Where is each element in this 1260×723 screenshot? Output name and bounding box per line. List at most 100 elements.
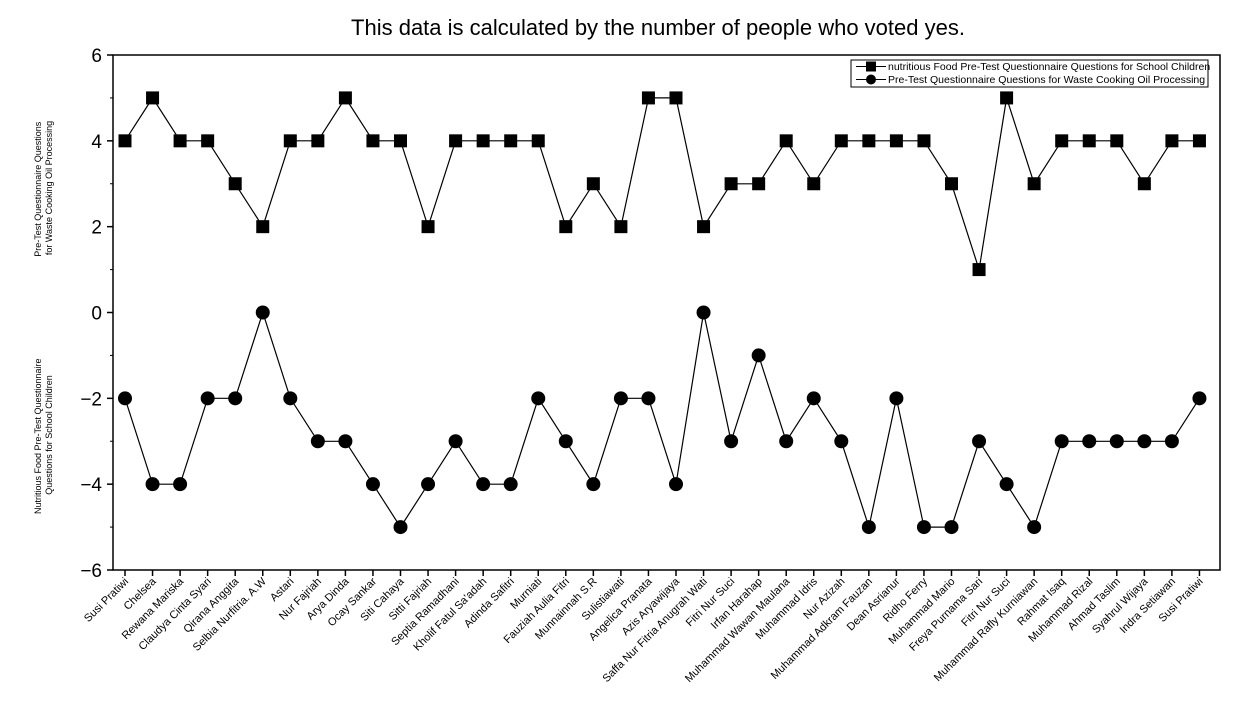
data-point-square	[256, 220, 270, 234]
data-point-square	[201, 134, 215, 148]
data-point-circle	[889, 391, 904, 406]
data-point-square	[338, 91, 352, 105]
y-axis-label-lower-line-1: Nutritious Food Pre-Test Questionnaire	[33, 358, 43, 514]
data-point-square	[283, 134, 297, 148]
data-point-square	[1082, 134, 1096, 148]
data-point-circle	[972, 434, 987, 449]
legend-label-nutritious-food: nutritious Food Pre-Test Questionnaire Q…	[888, 61, 1210, 73]
y-axis-label-upper-line-1: Pre-Test Questionnaire Questions	[33, 121, 43, 257]
data-point-square	[311, 134, 325, 148]
data-point-circle	[476, 477, 491, 492]
data-point-square	[421, 220, 435, 234]
data-point-square	[834, 134, 848, 148]
data-point-square	[118, 134, 132, 148]
y-tick-label: 2	[91, 218, 102, 239]
data-point-square	[449, 134, 463, 148]
data-point-circle	[173, 477, 188, 492]
data-point-circle	[503, 477, 518, 492]
data-point-circle	[283, 391, 298, 406]
data-point-square	[807, 177, 821, 191]
legend: nutritious Food Pre-Test Questionnaire Q…	[850, 59, 1210, 88]
data-point-circle	[751, 348, 766, 363]
y-tick-label: 4	[91, 132, 102, 153]
y-tick-label: 6	[91, 46, 102, 67]
data-point-circle	[1192, 391, 1207, 406]
data-point-square	[641, 91, 655, 105]
data-point-square	[559, 220, 573, 234]
legend-label-waste-cooking-oil: Pre-Test Questionnaire Questions for Was…	[888, 74, 1205, 86]
data-point-circle	[228, 391, 243, 406]
data-point-square	[972, 263, 986, 277]
y-axis: −6 −4 −2 0 2 4 6	[80, 46, 113, 582]
data-point-circle	[586, 477, 601, 492]
data-point-circle	[669, 477, 683, 492]
data-point-circle	[1082, 434, 1097, 449]
data-point-square	[366, 134, 380, 148]
data-point-circle	[531, 391, 546, 406]
data-point-square	[669, 91, 683, 105]
data-point-circle	[338, 434, 353, 449]
data-point-square	[945, 177, 958, 191]
y-axis-label-lower-line-2: Questions for School Children	[44, 375, 54, 495]
data-point-square	[146, 91, 160, 105]
data-point-circle	[1109, 434, 1124, 449]
data-point-circle	[145, 477, 160, 492]
chart-title: This data is calculated by the number of…	[351, 15, 965, 40]
y-axis-label-upper: Pre-Test Questionnaire Questions for Was…	[33, 119, 54, 257]
series-line-square	[124, 96, 1200, 270]
x-tick-label: Susi Pratiwi	[82, 576, 131, 625]
data-point-square	[917, 134, 931, 148]
data-point-square	[173, 134, 187, 148]
data-point-square	[504, 134, 518, 148]
data-point-square	[476, 134, 490, 148]
data-point-circle	[999, 477, 1014, 492]
data-point-square	[697, 220, 711, 234]
data-point-circle	[393, 520, 408, 535]
y-tick-label: −6	[80, 561, 102, 582]
y-tick-label: −2	[80, 389, 102, 410]
data-point-circle	[724, 434, 739, 449]
data-point-square	[1110, 134, 1124, 148]
series-line-circle	[124, 310, 1201, 530]
data-point-circle	[118, 391, 132, 406]
data-point-circle	[1137, 434, 1152, 449]
data-point-square	[752, 177, 766, 191]
data-point-circle	[779, 434, 794, 449]
data-point-square	[614, 220, 628, 234]
data-point-square	[862, 134, 876, 148]
y-axis-label-upper-line-2: for Waste Cooking Oil Processing	[44, 121, 54, 255]
data-point-circle	[806, 391, 821, 406]
data-point-square	[394, 134, 407, 148]
data-point-square	[531, 134, 545, 148]
data-point-square	[889, 134, 903, 148]
data-point-circle	[421, 477, 436, 492]
legend-square-marker-icon	[866, 61, 876, 72]
data-point-circle	[834, 434, 849, 449]
data-point-circle	[1054, 434, 1069, 449]
plot-frame	[112, 54, 1221, 571]
data-point-square	[779, 134, 793, 148]
data-point-square	[228, 177, 242, 191]
data-point-circle	[916, 520, 931, 535]
data-point-square	[1137, 177, 1151, 191]
data-point-circle	[200, 391, 215, 406]
data-point-circle	[1027, 520, 1042, 535]
data-point-square	[1027, 177, 1041, 191]
data-point-circle	[613, 391, 628, 406]
data-point-square	[1165, 134, 1179, 148]
data-point-circle	[944, 520, 959, 535]
data-point-square	[724, 177, 738, 191]
data-point-square	[586, 177, 600, 191]
y-axis-label-lower: Nutritious Food Pre-Test Questionnaire Q…	[33, 356, 54, 514]
data-point-circle	[558, 434, 573, 449]
data-point-square	[1000, 91, 1014, 105]
data-point-square	[1192, 134, 1206, 148]
data-point-circle	[255, 305, 270, 320]
legend-circle-marker-icon	[866, 74, 876, 85]
data-point-circle	[310, 434, 325, 449]
data-point-circle	[696, 305, 711, 320]
data-point-circle	[1164, 434, 1179, 449]
data-point-square	[1055, 134, 1069, 148]
data-point-circle	[641, 391, 656, 406]
